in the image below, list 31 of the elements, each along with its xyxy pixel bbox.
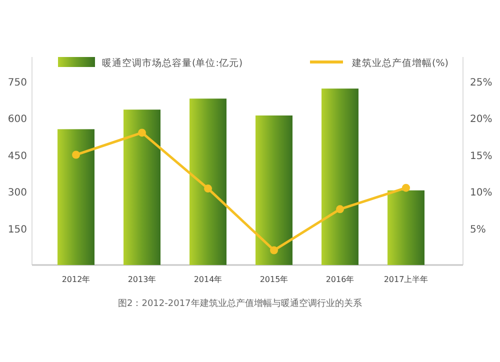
y2-tick-label: 25% [470,77,492,88]
point [402,184,410,192]
y-tick-label: 300 [8,188,27,199]
point [336,205,344,214]
x-tick-label: 2012年 [62,275,90,284]
bar [124,110,160,265]
x-tick-label: 2014年 [194,275,222,284]
legend-label: 建筑业总产值增幅(%) [351,57,448,69]
point [72,150,80,159]
bar [388,190,424,265]
y-tick-label: 450 [8,150,27,162]
bar [322,88,358,265]
point [138,128,146,137]
y-tick-label: 750 [8,77,27,88]
bar [256,115,292,265]
y2-tick-label: 5% [470,224,486,236]
point [204,184,212,193]
bar [190,98,226,265]
y-tick-label: 600 [8,114,27,126]
x-tick-label: 2015年 [260,275,288,284]
caption: 图2：2012-2017年建筑业总产值增幅与暖通空调行业的关系 [118,298,362,309]
x-tick-label: 2017上半年 [384,275,428,284]
point [270,246,278,254]
y-tick-label: 150 [8,224,27,236]
y2-tick-label: 15% [470,150,492,162]
y2-tick-label: 10% [470,188,492,198]
legend-label: 暖通空调市场总容量(单位:亿元) [102,57,243,69]
x-tick-label: 2016年 [326,275,354,284]
x-tick-label: 2013年 [128,275,156,284]
y2-tick-label: 20% [470,114,492,126]
bar [58,129,94,265]
